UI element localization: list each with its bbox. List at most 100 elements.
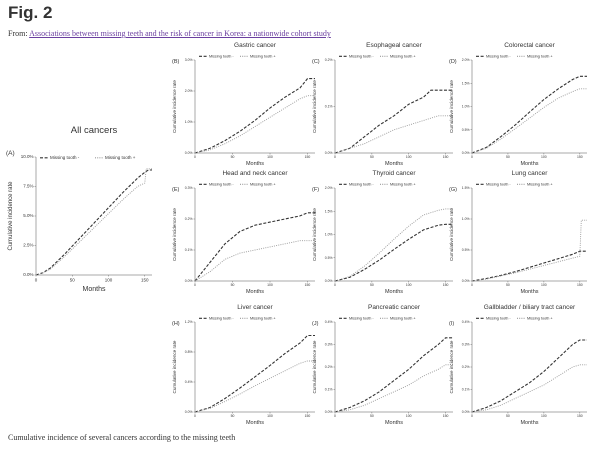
x-axis-label: Months (246, 420, 264, 426)
y-axis-label: Cumulative incidence rate (312, 208, 317, 261)
legend-label: Missing tooth - (209, 183, 234, 187)
y-tick-label: 5.0% (23, 213, 33, 218)
y-tick-label: 0.0% (325, 151, 333, 155)
x-tick-label: 100 (267, 155, 273, 159)
x-tick-label: 0 (471, 414, 473, 418)
y-tick-label: 1.2% (185, 320, 193, 324)
chart-panel: Thyroid cancer (F) Missing tooth - Missing … (312, 170, 453, 295)
x-tick-label: 0 (334, 414, 336, 418)
y-tick-label: 0.0% (462, 410, 470, 414)
x-tick-label: 100 (267, 283, 273, 287)
x-tick-label: 150 (577, 414, 583, 418)
y-tick-label: 0.1% (325, 388, 333, 392)
x-tick-label: 0 (471, 155, 473, 159)
y-axis-label: Cumulative incidence rate (172, 340, 177, 393)
x-axis-label: Months (520, 420, 538, 426)
panel-title: Gastric cancer (234, 42, 277, 49)
x-tick-label: 150 (305, 414, 311, 418)
y-tick-label: 0.0% (185, 151, 193, 155)
y-tick-label: 0.2% (325, 58, 333, 62)
y-axis-label: Cumulative incidence rate (172, 208, 177, 261)
series-line-missing-tooth-plus (471, 75, 587, 154)
panel-letter: (A) (6, 150, 15, 157)
series-line-missing-tooth-plus (194, 78, 315, 154)
legend-label: Missing tooth - (486, 183, 511, 187)
chart-panel: All cancers (A) Missing tooth - Missing too… (6, 125, 152, 293)
panel-letter: (I) (449, 321, 454, 327)
y-tick-label: 0.5% (462, 128, 470, 132)
x-tick-label: 150 (577, 155, 583, 159)
y-tick-label: 0.0% (185, 279, 193, 283)
y-tick-label: 0.1% (325, 105, 333, 109)
y-axis-label: Cumulative incidence rate (312, 340, 317, 393)
legend-label: Missing tooth - (486, 317, 511, 321)
legend-label: Missing tooth + (250, 183, 276, 187)
x-tick-label: 100 (541, 155, 547, 159)
legend-label: Missing tooth - (349, 55, 374, 59)
y-tick-label: 2.0% (325, 186, 333, 190)
series-line-missing-tooth-minus (334, 115, 453, 154)
y-tick-label: 0.1% (185, 248, 193, 252)
y-axis-label: Cumulative incidence rate (449, 340, 454, 393)
y-tick-label: 0.2% (325, 365, 333, 369)
y-tick-label: 0.2% (462, 365, 470, 369)
x-tick-label: 100 (105, 278, 113, 283)
x-axis-label: Months (520, 161, 538, 167)
x-tick-label: 100 (406, 414, 412, 418)
panel-title: Esophageal cancer (366, 42, 422, 49)
series-line-missing-tooth-plus (334, 337, 453, 413)
y-tick-label: 0.3% (325, 343, 333, 347)
chart-panel: Liver cancer (H) Missing tooth - Missing to… (172, 304, 315, 426)
chart-panel: Gastric cancer (B) Missing tooth - Missing … (172, 42, 315, 167)
legend-label: Missing tooth - (209, 55, 234, 59)
panel-title: Colorectal cancer (504, 42, 555, 49)
x-tick-label: 50 (370, 283, 374, 287)
x-axis-label: Months (83, 286, 106, 293)
legend-label: Missing tooth - (486, 55, 511, 59)
y-tick-label: 1.5% (462, 186, 470, 190)
y-tick-label: 10.0% (21, 154, 34, 159)
series-line-missing-tooth-plus (194, 334, 315, 413)
y-tick-label: 0.3% (185, 186, 193, 190)
y-tick-label: 1.5% (325, 209, 333, 213)
x-axis-label: Months (520, 289, 538, 295)
panel-title: Liver cancer (237, 304, 273, 311)
x-tick-label: 150 (305, 155, 311, 159)
x-tick-label: 100 (541, 414, 547, 418)
x-tick-label: 0 (194, 283, 196, 287)
y-tick-label: 0.4% (185, 380, 193, 384)
x-axis-label: Months (385, 289, 403, 295)
y-axis-label: Cumulative incidence rate (172, 80, 177, 133)
panel-letter: (G) (449, 187, 457, 193)
chart-panel: Pancreatic cancer (J) Missing tooth - Missi… (312, 304, 453, 426)
x-tick-label: 50 (231, 155, 235, 159)
from-prefix: From: (8, 29, 30, 38)
panel-letter: (B) (172, 59, 180, 65)
x-tick-label: 50 (231, 414, 235, 418)
series-line-missing-tooth-minus (471, 364, 587, 413)
y-tick-label: 1.5% (462, 81, 470, 85)
y-tick-label: 3.0% (185, 58, 193, 62)
series-line-missing-tooth-minus (35, 168, 152, 276)
y-tick-label: 1.0% (462, 217, 470, 221)
panel-title: Thyroid cancer (373, 170, 417, 177)
panel-title: Pancreatic cancer (368, 304, 421, 311)
chart-panel: Esophageal cancer (C) Missing tooth - Missi… (312, 42, 453, 167)
legend-label: Missing tooth + (250, 317, 276, 321)
y-tick-label: 0.2% (185, 217, 193, 221)
y-tick-label: 0.5% (325, 256, 333, 260)
legend-label: Missing tooth + (527, 55, 553, 59)
legend-label: Missing tooth + (527, 317, 553, 321)
series-line-missing-tooth-minus (334, 208, 453, 282)
panel-title: Gallbladder / biliary tract cancer (484, 304, 576, 311)
panel-title: Lung cancer (512, 170, 549, 177)
chart-panel: Colorectal cancer (D) Missing tooth - Missi… (449, 42, 587, 167)
series-line-missing-tooth-minus (194, 240, 315, 282)
panel-letter: (F) (312, 187, 319, 193)
x-tick-label: 50 (506, 283, 510, 287)
x-tick-label: 0 (35, 278, 38, 283)
panel-letter: (D) (449, 59, 457, 65)
source-article-link[interactable]: Associations between missing teeth and t… (29, 29, 331, 38)
y-axis-label: Cumulative incidence rate (8, 181, 14, 251)
